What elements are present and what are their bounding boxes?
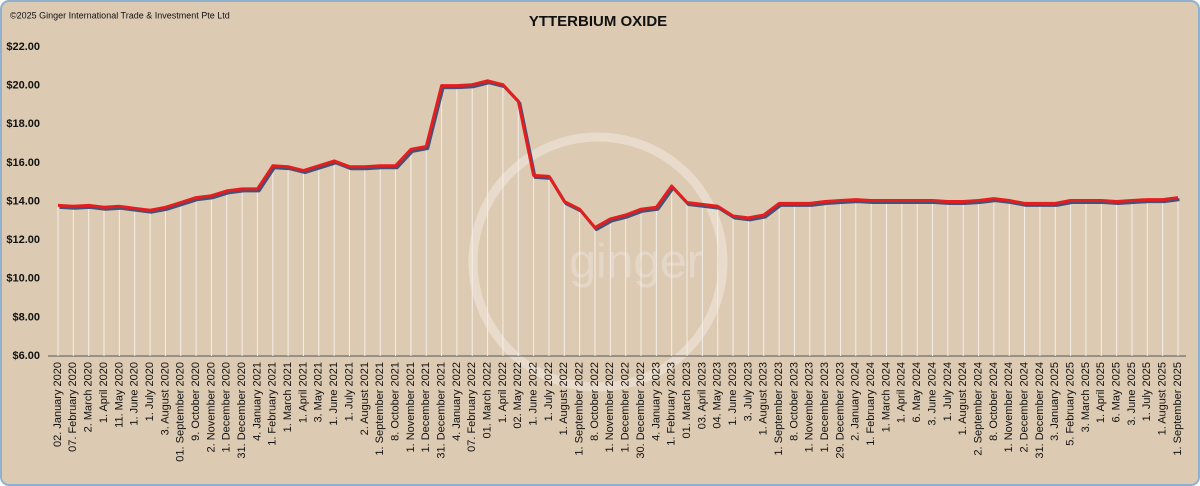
x-tick-label: 2. December 2024 [1018,362,1030,453]
x-tick-label: 1. July 2020 [144,362,156,421]
x-tick-label: 1. April 2021 [297,362,309,423]
y-tick-label: $16.00 [6,157,40,169]
x-tick-label: 8. October 2024 [988,362,1000,441]
x-tick-label: 1. February 2021 [267,362,279,446]
x-tick-label: 1. November 2022 [604,362,616,453]
x-tick-label: 1. July 2024 [942,362,954,421]
x-tick-label: 5. February 2025 [1065,362,1077,446]
x-tick-label: 1. April 2024 [896,362,908,423]
x-tick-label: 29. December 2023 [834,362,846,459]
x-tick-label: 1. April 2022 [497,362,509,423]
x-tick-label: 1. July 2022 [543,362,555,421]
x-tick-label: 1. November 2021 [405,362,417,453]
x-tick-label: 3. June 2024 [926,362,938,426]
x-tick-label: 1. July 2021 [343,362,355,421]
y-tick-label: $8.00 [12,311,40,323]
x-tick-label: 30. December 2022 [635,362,647,459]
x-tick-label: 1. April 2025 [1095,362,1107,423]
y-tick-label: $14.00 [6,195,40,207]
x-tick-label: 1. December 2021 [420,362,432,453]
x-tick-label: 1. September 2023 [773,362,785,456]
y-tick-label: $10.00 [6,273,40,285]
y-tick-label: $6.00 [12,350,40,362]
x-tick-label: 1. December 2020 [221,362,233,453]
x-tick-label: 2. March 2020 [83,362,95,432]
x-tick-label: 1. June 2022 [528,362,540,426]
x-tick-label: 1. September 2022 [574,362,586,456]
x-tick-label: 1. December 2023 [819,362,831,453]
chart-title: YTTERBIUM OXIDE [529,13,667,30]
x-tick-label: 4. January 2021 [251,362,263,441]
x-tick-label: 2. September 2024 [972,362,984,456]
y-tick-label: $12.00 [6,234,40,246]
x-tick-label: 03. April 2023 [696,362,708,429]
x-tick-label: 31. December 2021 [435,362,447,459]
x-tick-label: 1. December 2022 [620,362,632,453]
x-tick-label: 02. May 2022 [512,362,524,429]
x-tick-label: 31. December 2020 [236,362,248,459]
copyright: ©2025 Ginger International Trade & Inves… [10,10,230,20]
x-tick-label: 6. May 2024 [911,362,923,423]
x-tick-label: 01. March 2022 [481,362,493,438]
x-tick-label: 1. November 2024 [1003,362,1015,453]
x-tick-label: 3. August 2020 [159,362,171,435]
x-tick-label: 2. August 2021 [359,362,371,435]
line [57,79,1179,230]
x-tick-label: 01. March 2023 [681,362,693,438]
x-tick-label: 9. October 2020 [190,362,202,441]
x-tick-label: 3. March 2025 [1080,362,1092,432]
x-tick-label: 3. May 2021 [313,362,325,423]
line-shadow [59,81,1180,232]
x-tick-label: 1. July 2025 [1141,362,1153,421]
x-tick-label: 1. June 2023 [727,362,739,426]
x-tick-label: 1. November 2023 [804,362,816,453]
x-tick-label: 1. March 2024 [880,362,892,432]
x-tick-label: 1. June 2021 [328,362,340,426]
x-tick-label: 3. June 2025 [1126,362,1138,426]
x-tick-label: 02. January 2020 [52,362,64,447]
x-tick-label: 8. October 2021 [389,362,401,441]
x-tick-label: 8. October 2023 [788,362,800,441]
x-tick-label: 31. December 2024 [1034,362,1046,459]
x-tick-label: 1. September 2025 [1172,362,1184,456]
x-tick-label: 1. August 2024 [957,362,969,435]
x-tick-label: 1. February 2023 [666,362,678,446]
x-tick-label: 07. February 2020 [67,362,79,452]
x-tick-label: 3. July 2023 [742,362,754,421]
x-tick-label: 3. January 2025 [1049,362,1061,441]
watermark-ring [468,132,728,392]
x-tick-label: 04. May 2023 [712,362,724,429]
x-tick-label: 11. May 2020 [113,362,125,428]
x-tick-label: 2. January 2024 [850,362,862,441]
x-tick-label: 1. June 2020 [129,362,141,426]
watermark: ginger [569,236,702,289]
x-tick-label: 1. March 2021 [282,362,294,432]
y-tick-label: $20.00 [6,80,40,92]
x-tick-label: 1. February 2024 [865,362,877,446]
x-tick-label: 6. May 2025 [1111,362,1123,423]
x-tick-label: 2. November 2020 [205,362,217,453]
x-tick-label: 07. February 2022 [466,362,478,452]
x-tick-label: 1. April 2020 [98,362,110,423]
x-tick-label: 1. September 2021 [374,362,386,456]
x-tick-label: 8. October 2022 [589,362,601,441]
y-tick-label: $22.00 [6,41,40,53]
x-tick-label: 01. September 2020 [175,362,187,462]
y-tick-label: $18.00 [6,118,40,130]
x-tick-label: 1. August 2023 [758,362,770,435]
x-tick-label: 1. August 2022 [558,362,570,435]
x-tick-label: 1. August 2025 [1157,362,1169,435]
x-tick-label: 4. January 2023 [650,362,662,441]
x-tick-label: 4. January 2022 [451,362,463,441]
